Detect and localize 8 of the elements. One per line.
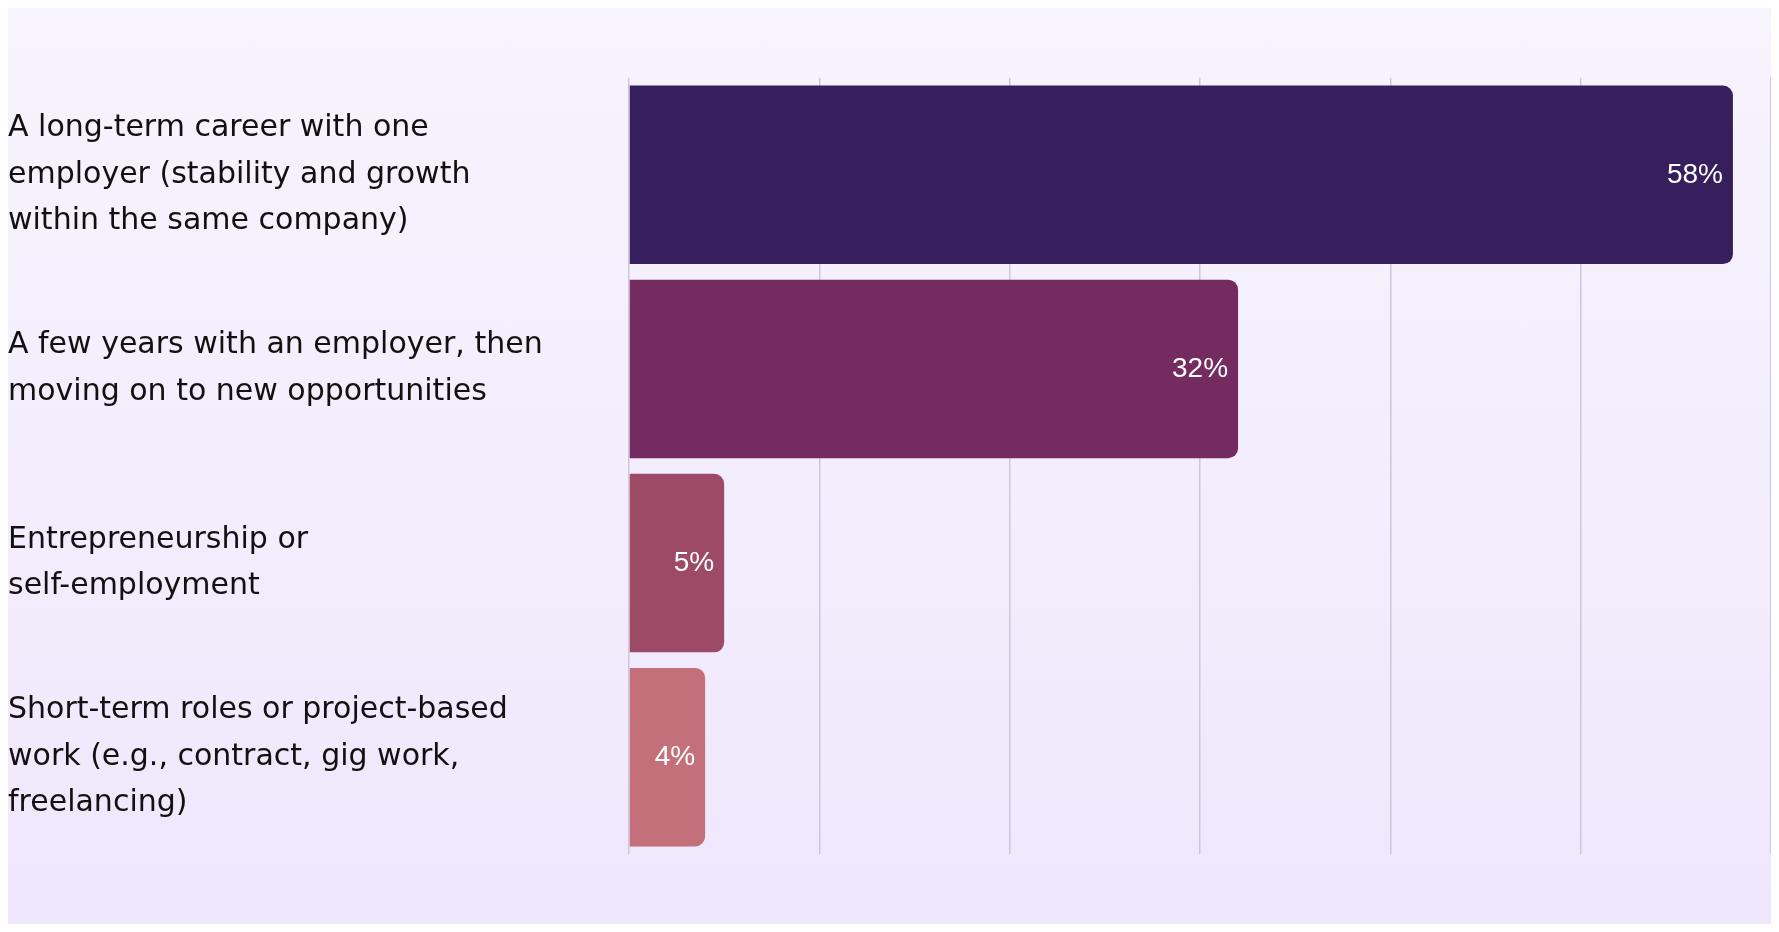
data-label: 58%	[1666, 157, 1723, 189]
y-tick-label: A long-term career with one employer (stability and growth within the same company)	[8, 108, 471, 237]
data-label: 32%	[1172, 351, 1229, 383]
data-label: 4%	[654, 739, 696, 771]
y-tick-label: Entrepreneurship or self-employment	[8, 519, 309, 602]
y-tick-label: A few years with an employer, then moving on to new opportunities	[8, 325, 543, 407]
y-tick-label: Short-term roles or project-based work (e.g., contract, gig work, freelancing)	[8, 690, 508, 819]
data-label: 5%	[673, 545, 715, 577]
